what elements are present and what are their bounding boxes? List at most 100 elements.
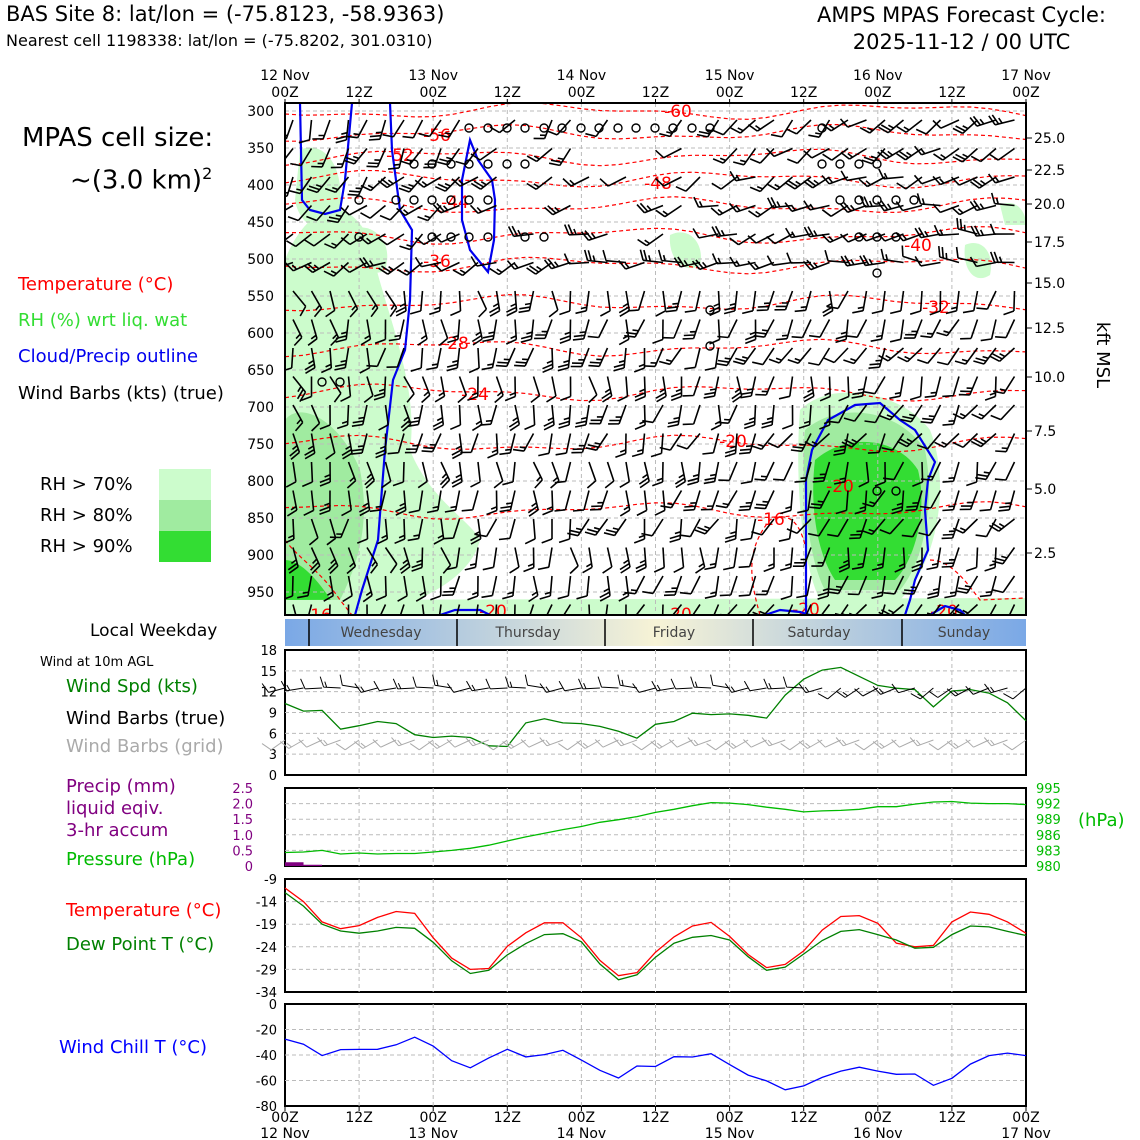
wind-barb (822, 147, 849, 161)
wind-barb (652, 461, 664, 487)
wind-barb (941, 518, 960, 540)
wind-barb-true (724, 683, 749, 693)
calm-circle (854, 159, 864, 169)
wind-barb (995, 319, 1016, 339)
wind-barb (695, 547, 706, 574)
wind-barb (539, 575, 553, 600)
isotherm-label: -20 (479, 602, 507, 622)
wind-barb (746, 604, 757, 615)
wind-barb-grid (558, 739, 582, 751)
wind-barb (451, 176, 479, 187)
wind-barb (729, 233, 756, 246)
wind-barb (803, 176, 830, 189)
wind-barb (738, 490, 757, 512)
wind-barb (375, 575, 387, 601)
legend-rh90: RH > 90% (40, 536, 133, 557)
bottom-hour-label: 00Z (419, 1110, 446, 1126)
wind-barb (534, 319, 553, 340)
pressure-tick-label: 650 (247, 363, 274, 379)
wind-barb (861, 147, 886, 165)
wind-barb (543, 204, 571, 216)
isotherm-label: -60 (664, 102, 692, 122)
wind-barb (703, 461, 720, 485)
calm-circle (520, 232, 530, 242)
wind-barb-true (261, 683, 286, 693)
wind-barb (841, 432, 868, 448)
wind-barb-true (743, 680, 767, 692)
calm-circle (705, 123, 715, 133)
wind-barb (896, 119, 923, 133)
wind-barb (937, 347, 960, 366)
wind-barb (767, 432, 794, 449)
bottom-hour-label: 00Z (716, 1110, 743, 1126)
wind-panel: 0 3 6 9 12 15 18 (260, 644, 1027, 784)
wind-barb-grid (835, 737, 860, 747)
wind-barb (913, 145, 941, 156)
wind-barb (835, 319, 849, 344)
wind-barb (586, 461, 597, 489)
wind-barb (694, 518, 720, 535)
pressure-tick-label: 989 (1036, 813, 1061, 828)
calm-circle (446, 232, 456, 242)
precip-bar (285, 862, 304, 866)
wind-barb (602, 547, 613, 574)
pressure-axis: 300 350 400 450 500 550 600 650 700 750 800 850 900 9… (247, 104, 274, 601)
wind-barb (467, 376, 479, 402)
kft-tick-label: 15.0 (1034, 276, 1065, 292)
wind-barb (808, 347, 831, 366)
wind-barb-grid (613, 737, 638, 747)
wind-barb (827, 290, 849, 310)
isotherm-label: -20 (719, 432, 747, 452)
wind-barb-true (670, 678, 693, 690)
panel-tick-label: -20 (256, 1024, 277, 1039)
wind-barb (889, 376, 905, 400)
precip-label-1: Precip (mm) (66, 776, 176, 797)
wind-barb (608, 404, 627, 425)
top-date-label: 16 Nov (853, 68, 903, 84)
wind-barb (461, 490, 479, 512)
top-date-label: 13 Nov (408, 68, 458, 84)
top-hour-label: 00Z (271, 85, 298, 101)
wind-barb-true (798, 683, 823, 694)
wind-barb (366, 290, 379, 318)
wind-barb (786, 252, 812, 264)
wind-barb (895, 201, 923, 212)
wind-barb (320, 347, 333, 374)
top-hour-label: 12Z (938, 85, 965, 101)
wind-barb-grid (817, 739, 842, 748)
panel-tick-label: 2.0 (232, 798, 253, 813)
bottom-date-label: 14 Nov (557, 1126, 607, 1140)
wind-barb (493, 461, 504, 489)
wind-barb (567, 518, 590, 537)
wind-barb (654, 147, 682, 159)
wind-barb (665, 290, 683, 313)
temp-label: Temperature (°C) (66, 900, 222, 921)
wind-barb (637, 233, 664, 247)
wind-barb (724, 518, 738, 543)
wind-barb (710, 404, 722, 431)
wind-barb (287, 547, 299, 574)
wind-barb (563, 224, 590, 236)
panel-tick-label: 1.5 (232, 813, 253, 828)
wind-barb (366, 547, 379, 574)
panel-tick-label: -34 (256, 986, 277, 1001)
wind-barb (838, 376, 850, 402)
wind-barb (901, 518, 923, 538)
calm-circle (817, 123, 827, 133)
forecast-cycle-line1: AMPS MPAS Forecast Cycle: (817, 3, 1106, 27)
wind-barb (990, 192, 1015, 207)
wind-barb (851, 376, 868, 399)
wind-barb-true (763, 678, 786, 690)
wind-barb (514, 347, 535, 367)
wind-barb (778, 518, 794, 542)
wind-barb (489, 290, 501, 317)
wind-barb (542, 490, 554, 516)
wind-barb (613, 347, 627, 372)
wind-barb-grid (668, 739, 693, 748)
wind-barb-grid (1002, 739, 1027, 751)
wind-barb (732, 148, 757, 166)
calm-circle (891, 195, 901, 205)
temperature-line (284, 887, 1027, 977)
wind-barb (285, 233, 312, 248)
wind-barb-true (446, 683, 471, 693)
